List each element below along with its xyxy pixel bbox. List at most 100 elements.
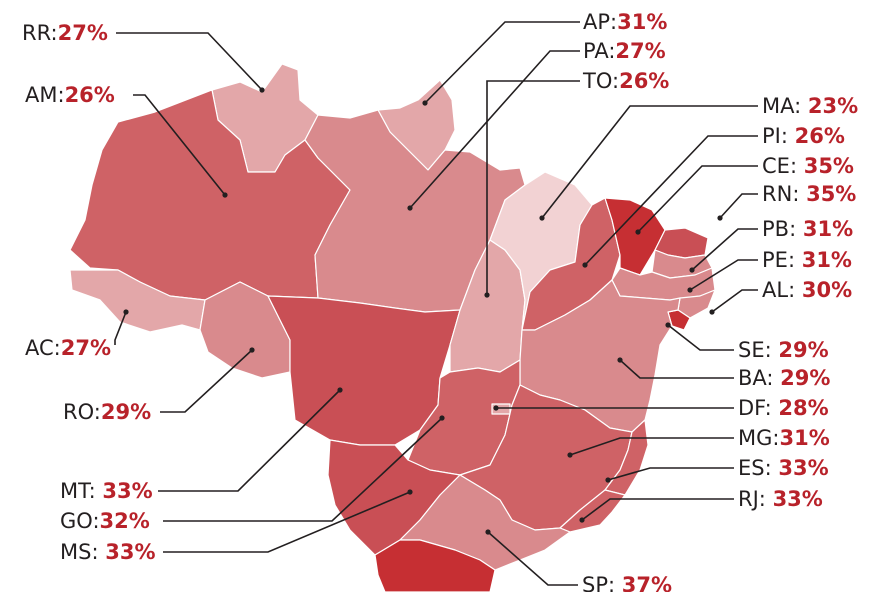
leader-lines [114,21,758,586]
state-value: 29% [778,338,828,362]
state-label-ro: RO:29% [63,400,151,424]
state-value: 29% [101,400,151,424]
leader-dot-pe [687,287,693,293]
state-value: 35% [804,154,854,178]
leader-dot-ce [635,229,641,235]
leader-line-pi [584,135,758,266]
leader-line-go [163,417,443,522]
state-value: 28% [778,396,828,420]
leader-line-mg [569,437,734,456]
state-separator: : [772,426,779,450]
leader-line-al [711,289,758,313]
state-code: AC [25,336,54,360]
state-value: 37% [622,573,672,592]
state-code: RJ [738,487,759,511]
state-label-mt: MT: 33% [60,479,153,503]
state-separator: : [788,248,802,272]
state-label-ap: AP:31% [583,10,667,34]
state-value: 35% [806,182,856,206]
state-value: 31% [802,248,852,272]
state-code: MS [60,540,91,564]
state-value: 31% [617,10,667,34]
state-separator: : [765,396,779,420]
state-code: MA [762,94,795,118]
state-label-rn: RN: 35% [762,182,856,206]
state-value: 31% [803,217,853,241]
state-code: RR [22,21,51,45]
state-labels: RR:27% AP:31%PA:27%TO:26%AM:26% MA: 23%PI:… [22,10,858,592]
state-label-ms: MS: 33% [60,540,155,564]
leader-line-mt [158,389,341,492]
state-separator: : [759,487,773,511]
state-label-pi: PI: 26% [762,124,845,148]
state-code: SP [582,573,608,592]
state-separator: : [92,509,99,533]
leader-line-pb [691,228,758,271]
leader-dot-es [605,477,611,483]
leader-dot-se [665,322,671,328]
state-label-ce: CE: 35% [762,154,854,178]
leader-dot-al [709,309,715,315]
state-separator: : [610,10,617,34]
state-regions [69,63,716,592]
region-ba [519,279,681,433]
state-code: AP [583,10,610,34]
leader-line-sp [487,531,578,586]
leader-dot-mg [567,452,573,458]
state-value: 26% [795,124,845,148]
state-label-sp: SP: 37% [582,573,672,592]
state-separator: : [608,39,615,63]
leader-line-ba [619,359,734,379]
region-ce [604,197,666,276]
leader-dot-df [493,405,499,411]
state-separator: : [788,278,802,302]
state-value: 31% [779,426,829,450]
leader-dot-pi [582,262,588,268]
state-code: MT [60,479,91,503]
state-code: ES [738,456,765,480]
state-label-ma: MA: 23% [762,94,858,118]
state-value: 23% [808,94,858,118]
state-separator: : [766,366,780,390]
leader-dot-pb [689,267,695,273]
state-label-ac: AC:27% [25,336,111,360]
state-separator: : [794,94,808,118]
state-label-al: AL: 30% [762,278,852,302]
state-code: AM [25,83,57,107]
leader-line-ap [424,21,580,104]
state-label-go: GO:32% [60,509,150,533]
state-label-to: TO:26% [582,69,669,93]
leader-line-ro [160,349,253,413]
state-code: MG [738,426,772,450]
state-label-se: SE: 29% [738,338,829,362]
leader-line-ms [163,491,411,553]
state-value: 33% [778,456,828,480]
leader-line-am [133,94,226,196]
leader-line-ma [541,105,758,219]
leader-line-pe [689,259,758,291]
leader-dot-pa [407,205,413,211]
state-separator: : [765,338,779,362]
leader-dot-am [222,192,228,198]
state-value: 27% [58,21,108,45]
state-code: PB [762,217,789,241]
state-code: RN [762,182,792,206]
state-separator: : [790,154,804,178]
state-code: PI [762,124,781,148]
region-ac [69,269,206,333]
state-separator: : [781,124,795,148]
leader-line-ac [114,311,127,345]
leader-dot-to [484,292,490,298]
state-separator: : [94,400,101,424]
state-separator: : [765,456,779,480]
state-code: CE [762,154,790,178]
state-separator: : [792,182,806,206]
state-value: 33% [773,487,823,511]
state-label-pe: PE: 31% [762,248,852,272]
state-value: 27% [615,39,665,63]
state-code: DF [738,396,765,420]
state-separator: : [789,217,803,241]
state-value: 27% [61,336,111,360]
state-label-ba: BA: 29% [738,366,830,390]
